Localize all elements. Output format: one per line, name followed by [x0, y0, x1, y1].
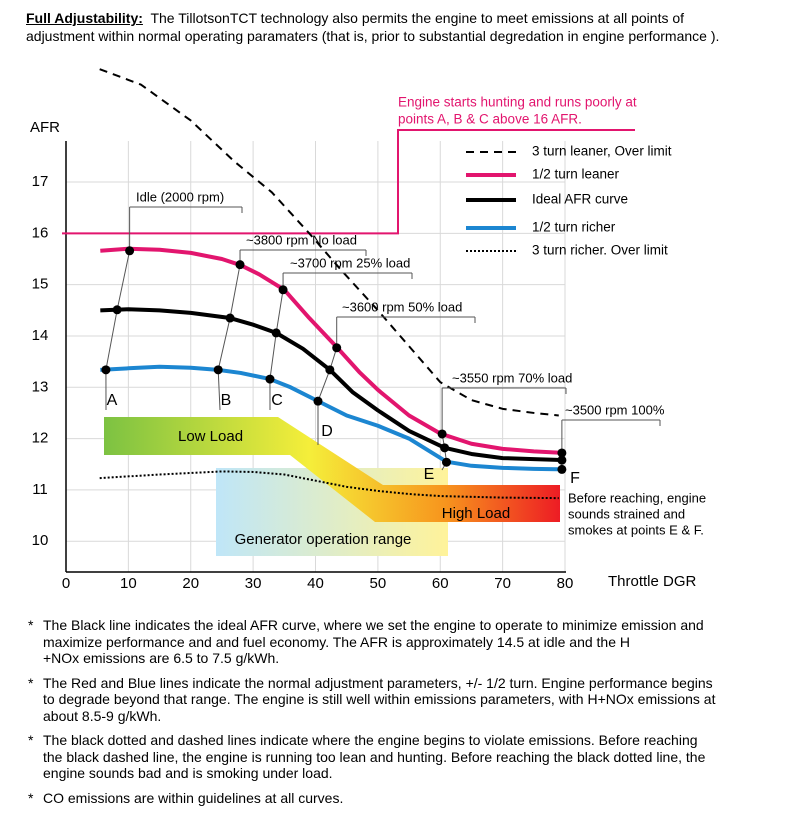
load-point	[557, 464, 567, 474]
region-label: Generator operation range	[235, 531, 412, 548]
note-item: * CO emissions are within guidelines at a…	[26, 790, 715, 807]
annotation: ~3500 rpm 100%	[565, 402, 665, 417]
note-line: about 8.5-9 g/kWh.	[43, 707, 162, 724]
legend-label: 3 turn richer. Over limit	[532, 243, 668, 258]
note: smokes at points E & F.	[568, 522, 704, 537]
header-title: Full Adjustability:	[26, 10, 143, 26]
load-point	[441, 457, 451, 467]
load-point	[112, 305, 122, 315]
x-tick-label: 50	[370, 575, 387, 592]
note-line: to degrade beyond that range. The engine…	[43, 691, 716, 707]
load-point	[557, 448, 567, 458]
load-point	[225, 313, 235, 323]
y-tick-label: 16	[32, 224, 49, 241]
bullet: *	[28, 732, 34, 748]
legend-label: 1/2 turn leaner	[532, 167, 620, 182]
header-line: Full Adjustability: The TillotsonTCT tec…	[26, 9, 719, 27]
y-axis-label: AFR	[30, 119, 60, 136]
legend-label: Ideal AFR curve	[532, 192, 628, 207]
y-tick-label: 11	[32, 481, 48, 498]
x-tick-label: 10	[120, 575, 137, 592]
x-tick-label: 20	[182, 575, 199, 592]
legend-label: 1/2 turn richer	[532, 220, 616, 235]
load-line	[217, 250, 241, 411]
note-item: * The Red and Blue lines indicate the nor…	[26, 675, 715, 725]
limit-label: Engine starts hunting and runs poorly at	[398, 95, 637, 110]
point-label: C	[271, 392, 283, 409]
note-line: CO emissions are within guidelines at al…	[43, 789, 344, 806]
note: Before reaching, engine	[568, 490, 706, 505]
note-line: +NOx emissions are 6.5 to 7.5 g/kWh.	[43, 650, 280, 666]
point-label: A	[107, 392, 118, 409]
x-tick-label: 80	[557, 575, 574, 592]
x-tick-label: 0	[62, 575, 70, 592]
point-label: B	[221, 392, 232, 409]
header-line: adjustment within normal operating param…	[26, 28, 720, 44]
annotation: ~3550 rpm 70% load	[452, 370, 572, 385]
y-tick-label: 14	[32, 327, 49, 344]
load-point	[440, 443, 450, 453]
annotation: ~3700 rpm 25% load	[290, 255, 410, 270]
limit-label: points A, B & C above 16 AFR.	[398, 112, 582, 127]
region-label: Low Load	[178, 428, 243, 445]
annotation: Idle (2000 rpm)	[136, 189, 224, 204]
region-label: High Load	[442, 505, 510, 522]
x-tick-label: 40	[307, 575, 324, 592]
load-point	[125, 246, 135, 256]
point-label: F	[570, 470, 580, 487]
point-label: E	[424, 466, 435, 483]
y-tick-label: 10	[32, 532, 49, 549]
load-point	[278, 285, 288, 295]
load-point	[325, 365, 335, 375]
series-line	[99, 68, 559, 417]
load-point	[437, 429, 447, 439]
chart: Low Load High Load Generator operation r…	[30, 68, 706, 592]
load-point	[101, 365, 111, 375]
note-item: * The Black line indicates the ideal AFR …	[26, 617, 715, 667]
load-point	[557, 455, 567, 465]
bullet: *	[28, 789, 34, 806]
note-line: maximize performance and and fuel econom…	[43, 633, 631, 650]
x-tick-label: 60	[432, 575, 449, 592]
x-tick-label: 30	[245, 575, 262, 592]
y-tick-label: 17	[32, 173, 49, 190]
load-point	[332, 343, 342, 353]
y-tick-label: 15	[32, 276, 49, 293]
series-line	[99, 470, 559, 500]
annotation: ~3800 rpm No load	[246, 232, 357, 247]
x-tick-label: 70	[494, 575, 511, 592]
y-tick-label: 12	[32, 430, 49, 447]
x-axis-label: Throttle DGR	[608, 573, 697, 590]
header: Full Adjustability: The TillotsonTCT tec…	[26, 9, 719, 45]
point-label: D	[321, 423, 333, 440]
annotation: ~3600 rpm 50% load	[342, 299, 462, 314]
load-point	[213, 365, 223, 375]
notes: * The Black line indicates the ideal AFR …	[26, 617, 715, 814]
note-line: The Black line indicates the ideal AFR c…	[43, 617, 704, 633]
legend-label: 3 turn leaner, Over limit	[532, 144, 672, 159]
bullet: *	[28, 617, 34, 633]
y-tick-label: 13	[32, 378, 49, 395]
note-line: The black dotted and dashed lines indica…	[43, 732, 698, 748]
note-line: engine sounds bad and is smoking under l…	[43, 765, 333, 781]
note-item: * The black dotted and dashed lines indic…	[26, 732, 715, 782]
series-line	[100, 246, 566, 455]
load-point	[235, 260, 245, 270]
bullet: *	[28, 674, 34, 691]
note-line: The Red and Blue lines indicate the norm…	[43, 674, 713, 691]
note-line: the black dashed line, the engine is run…	[43, 748, 706, 765]
load-point	[313, 396, 323, 406]
limit-line	[62, 129, 635, 235]
load-point	[271, 328, 281, 338]
load-point	[265, 374, 275, 384]
header-text: The TillotsonTCT technology also permits…	[150, 10, 685, 26]
note: sounds strained and	[568, 506, 685, 521]
